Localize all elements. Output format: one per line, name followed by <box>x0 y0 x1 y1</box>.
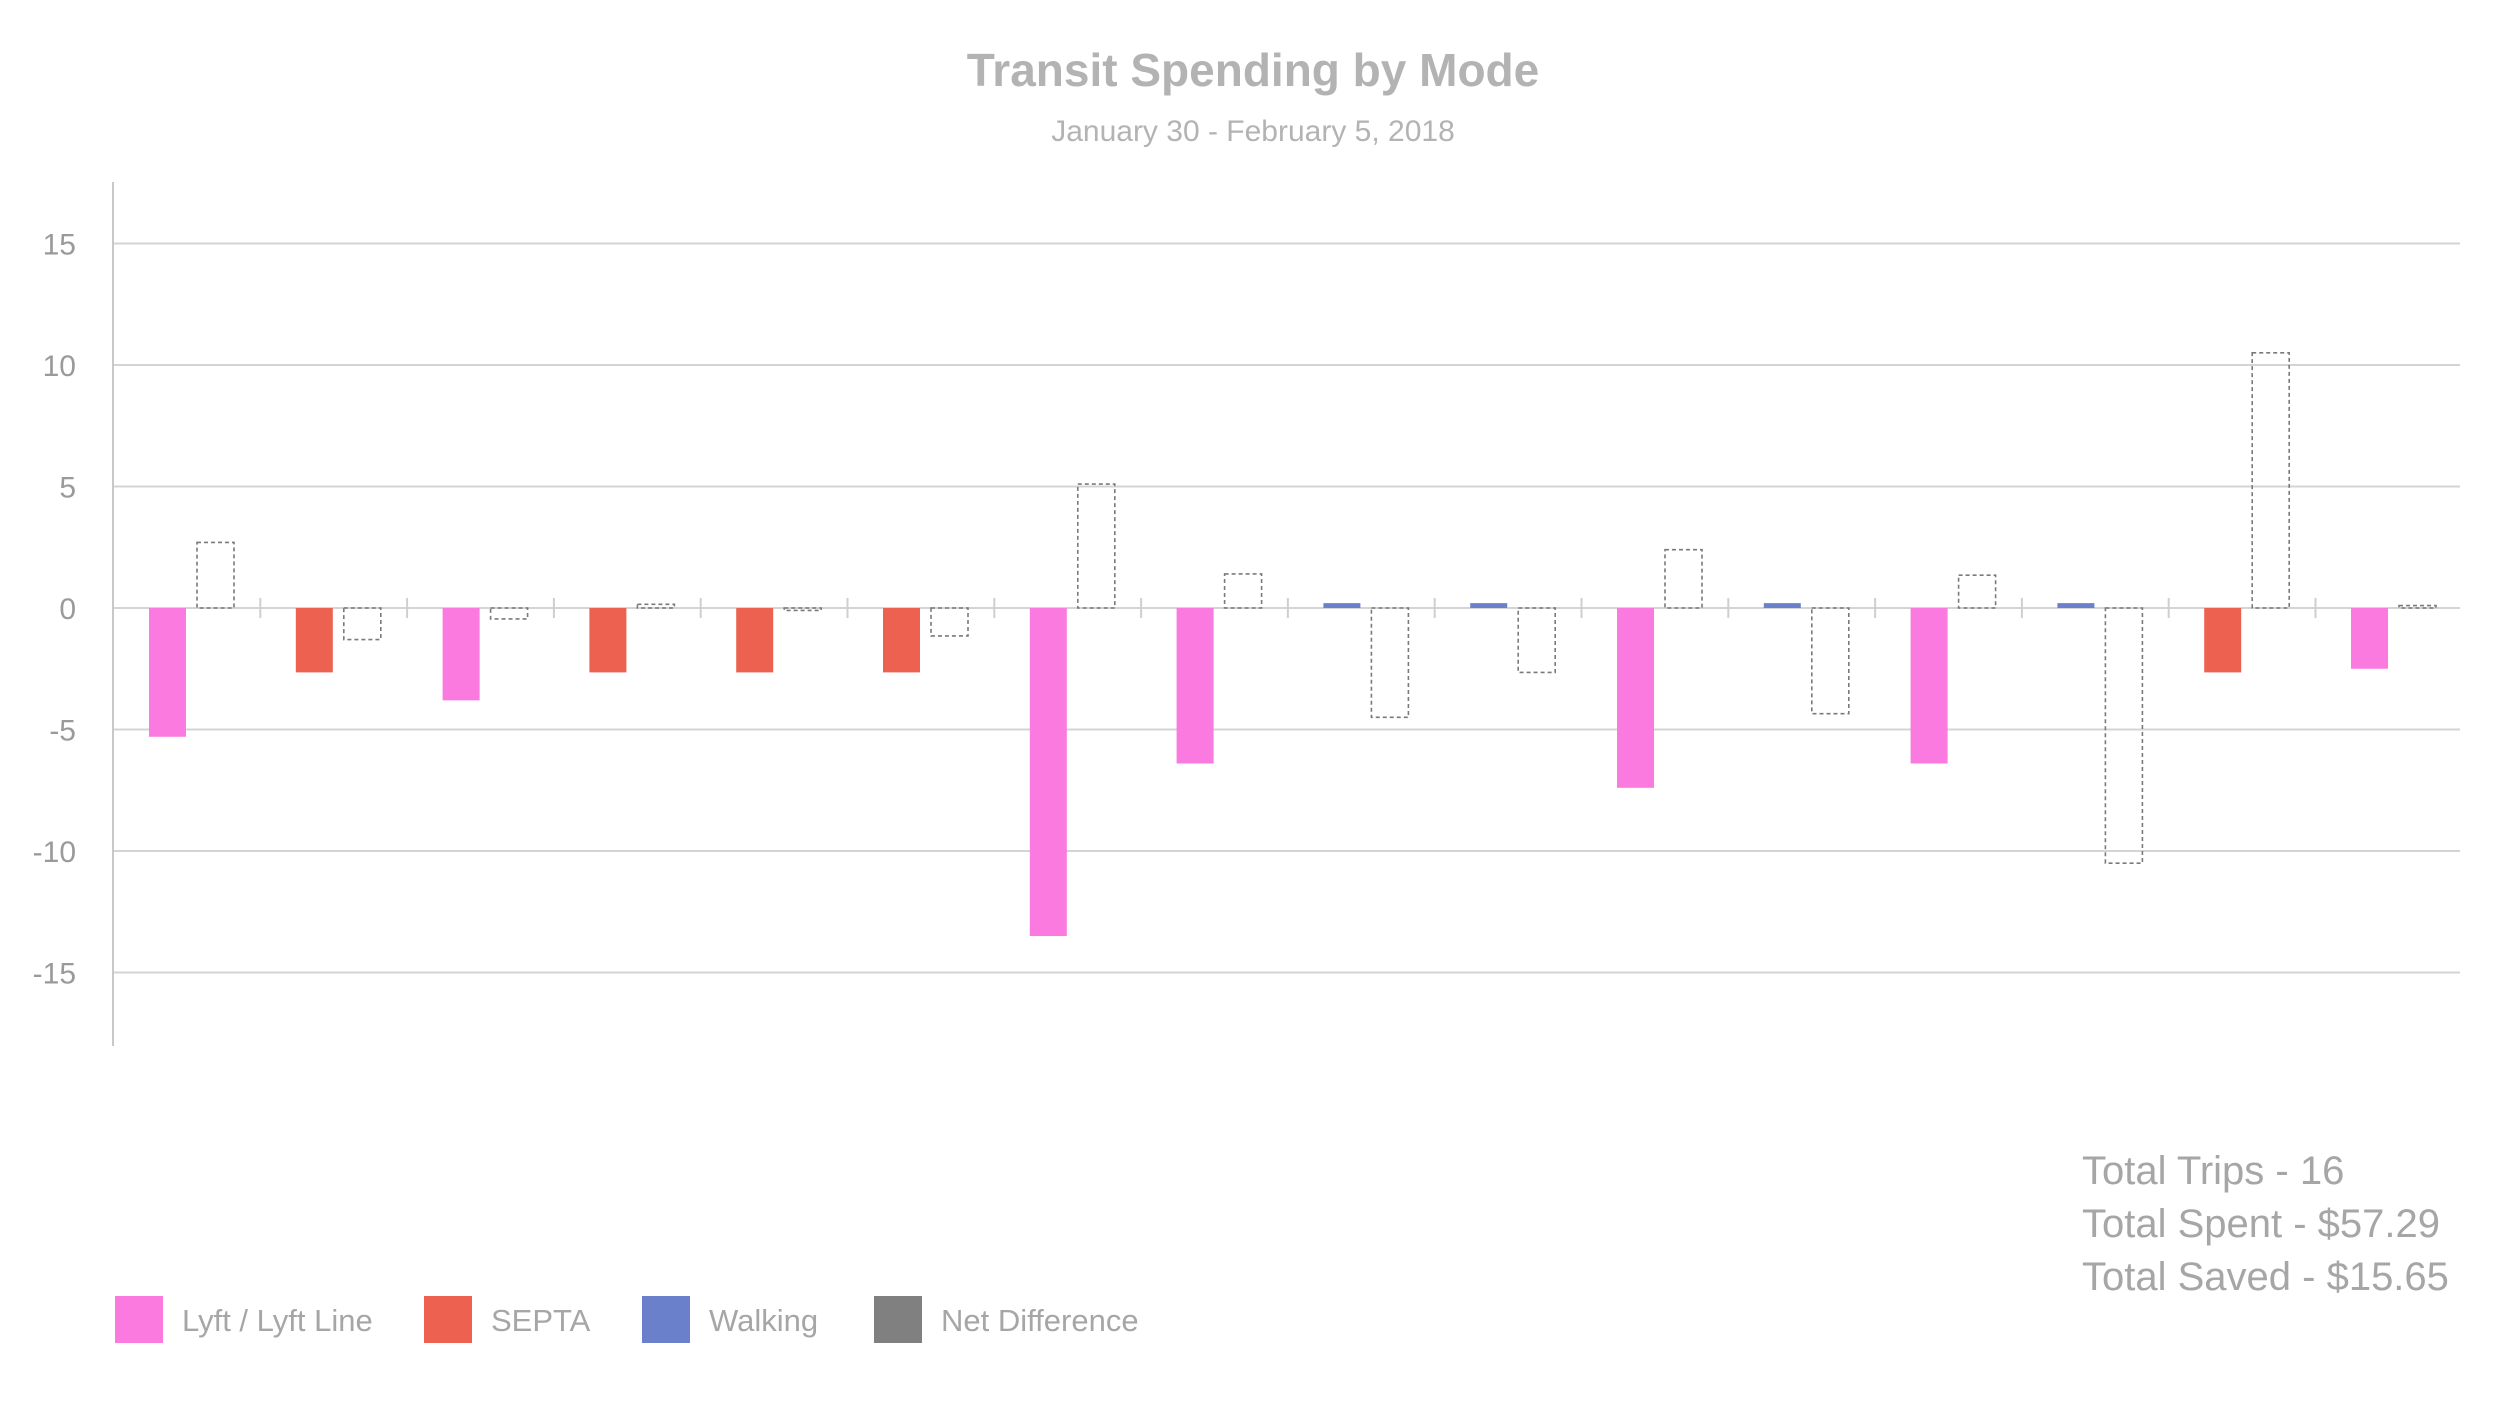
legend-label: Net Difference <box>941 1303 1139 1338</box>
spent-bar <box>883 608 920 673</box>
spent-bar <box>2351 608 2388 669</box>
legend-swatch <box>642 1296 690 1343</box>
net-difference-bar <box>1517 607 1556 674</box>
y-axis-tick-labels: 15 10 5 0 -5 -10 -15 <box>33 229 76 991</box>
net-difference-bar <box>2251 352 2290 609</box>
net-difference-bar <box>489 607 529 620</box>
net-difference-bar <box>783 607 823 612</box>
y-tick-label: 10 <box>43 350 76 383</box>
net-difference-bar <box>1370 607 1410 719</box>
net-difference-bar <box>2398 604 2437 609</box>
net-difference-bar <box>196 541 235 609</box>
y-tick-label: -10 <box>33 836 76 869</box>
spent-bar <box>1910 608 1948 764</box>
net-difference-bar <box>1077 483 1116 609</box>
net-difference-bar <box>1811 607 1850 715</box>
legend-swatch <box>115 1296 163 1343</box>
spent-bar <box>1029 608 1067 937</box>
net-difference-bar <box>1223 573 1263 609</box>
net-difference-bar <box>1957 574 1997 609</box>
summary-block: Total Trips - 16 Total Spent - $57.29 To… <box>2082 1149 2449 1299</box>
net-difference-bar <box>342 607 382 641</box>
x-axis-ticks <box>259 598 2317 618</box>
y-tick-label: 5 <box>59 472 76 505</box>
legend-label: SEPTA <box>491 1303 591 1338</box>
legend-swatch <box>424 1296 472 1343</box>
spent-bar <box>736 608 774 673</box>
legend-label: Lyft / Lyft Line <box>182 1303 373 1338</box>
legend: Lyft / Lyft Line SEPTA Walking Net Differen… <box>115 1296 1139 1343</box>
spent-bar <box>2057 603 2095 608</box>
spent-bar <box>589 608 627 673</box>
gridlines <box>113 242 2460 974</box>
y-tick-label: -5 <box>49 715 76 748</box>
spent-bar <box>2204 608 2242 673</box>
spent-bar <box>295 608 333 673</box>
spent-bar <box>149 608 186 737</box>
spent-bar <box>1176 608 1214 764</box>
net-difference-bar <box>930 607 969 637</box>
spent-bar <box>442 608 480 701</box>
spent-bar <box>1470 603 1508 608</box>
net-difference-bar <box>636 603 676 609</box>
bars <box>149 352 2437 937</box>
net-difference-bar <box>2104 607 2144 864</box>
summary-total-spent: Total Spent - $57.29 <box>2082 1202 2440 1246</box>
y-tick-label: 15 <box>43 229 76 262</box>
chart-subtitle: January 30 - February 5, 2018 <box>1051 115 1455 148</box>
spent-bar <box>1323 603 1361 608</box>
y-tick-label: 0 <box>59 593 76 626</box>
net-difference-bar <box>1664 548 1703 609</box>
summary-total-saved: Total Saved - $15.65 <box>2082 1255 2449 1299</box>
legend-swatch <box>874 1296 922 1343</box>
legend-label: Walking <box>709 1303 818 1338</box>
chart-title: Transit Spending by Mode <box>967 44 1539 96</box>
summary-total-trips: Total Trips - 16 <box>2082 1149 2344 1193</box>
spent-bar <box>1763 603 1801 608</box>
y-tick-label: -15 <box>33 958 76 991</box>
spent-bar <box>1617 608 1654 788</box>
